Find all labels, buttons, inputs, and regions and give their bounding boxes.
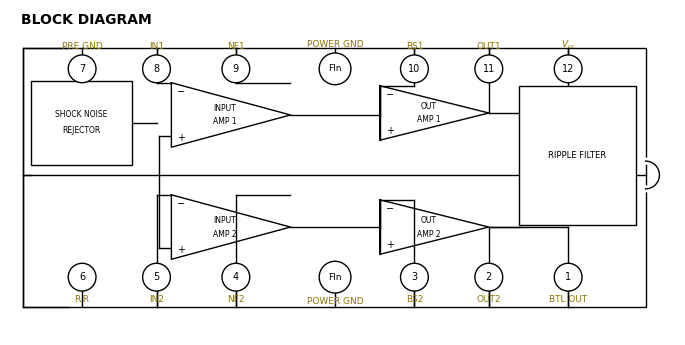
Text: POWER GND: POWER GND	[307, 40, 363, 49]
Text: $V_{cc}$: $V_{cc}$	[560, 39, 575, 51]
Text: BLOCK DIAGRAM: BLOCK DIAGRAM	[21, 13, 151, 27]
Text: AMP 2: AMP 2	[417, 229, 440, 238]
Text: PRE GND: PRE GND	[62, 42, 103, 51]
Text: RIPPLE FILTER: RIPPLE FILTER	[548, 151, 606, 160]
Text: AMP 1: AMP 1	[417, 116, 440, 125]
Text: INPUT: INPUT	[214, 216, 236, 225]
Text: 9: 9	[233, 64, 239, 74]
Circle shape	[319, 261, 351, 293]
Text: +: +	[177, 245, 186, 255]
Text: BS2: BS2	[406, 295, 423, 304]
Text: 2: 2	[486, 272, 492, 282]
Text: REJECTOR: REJECTOR	[62, 126, 100, 135]
Text: AMP 2: AMP 2	[213, 229, 237, 238]
Text: −: −	[386, 90, 394, 100]
Circle shape	[319, 53, 351, 85]
Text: −: −	[177, 87, 186, 97]
Text: 4: 4	[233, 272, 239, 282]
Bar	[23, 48, 645, 307]
Circle shape	[475, 55, 503, 83]
Text: BS1: BS1	[406, 42, 423, 51]
Text: Fln: Fln	[328, 273, 342, 282]
Circle shape	[222, 55, 250, 83]
Circle shape	[401, 263, 428, 291]
Text: 7: 7	[79, 64, 85, 74]
Text: OUT2: OUT2	[477, 295, 501, 304]
Text: 3: 3	[412, 272, 417, 282]
Circle shape	[554, 55, 582, 83]
Text: POWER GND: POWER GND	[307, 297, 363, 306]
Text: +: +	[177, 133, 186, 143]
Circle shape	[475, 263, 503, 291]
Text: IN1: IN1	[149, 42, 164, 51]
Text: 8: 8	[153, 64, 160, 74]
Text: 10: 10	[408, 64, 421, 74]
Text: 12: 12	[562, 64, 574, 74]
Text: OUT1: OUT1	[477, 42, 501, 51]
Circle shape	[68, 263, 96, 291]
Text: OUT: OUT	[421, 101, 437, 110]
Bar	[519, 86, 636, 225]
Text: +: +	[386, 126, 394, 136]
Text: R.R: R.R	[75, 295, 90, 304]
Circle shape	[554, 263, 582, 291]
Circle shape	[142, 55, 171, 83]
Text: 1: 1	[565, 272, 571, 282]
Text: INPUT: INPUT	[214, 104, 236, 112]
Text: IN2: IN2	[149, 295, 164, 304]
Text: OUT: OUT	[421, 216, 437, 225]
Circle shape	[401, 55, 428, 83]
Text: BTL OUT: BTL OUT	[549, 295, 587, 304]
Text: 5: 5	[153, 272, 160, 282]
Text: 11: 11	[483, 64, 495, 74]
Text: SHOCK NOISE: SHOCK NOISE	[55, 110, 108, 119]
Bar	[31, 81, 132, 165]
Text: Fln: Fln	[328, 64, 342, 73]
Text: +: +	[386, 240, 394, 250]
Circle shape	[68, 55, 96, 83]
Text: NF2: NF2	[227, 295, 245, 304]
Text: −: −	[177, 199, 186, 209]
Circle shape	[222, 263, 250, 291]
Text: AMP 1: AMP 1	[213, 117, 237, 126]
Text: −: −	[386, 204, 394, 214]
Text: 6: 6	[79, 272, 85, 282]
Circle shape	[142, 263, 171, 291]
Text: NF1: NF1	[227, 42, 245, 51]
